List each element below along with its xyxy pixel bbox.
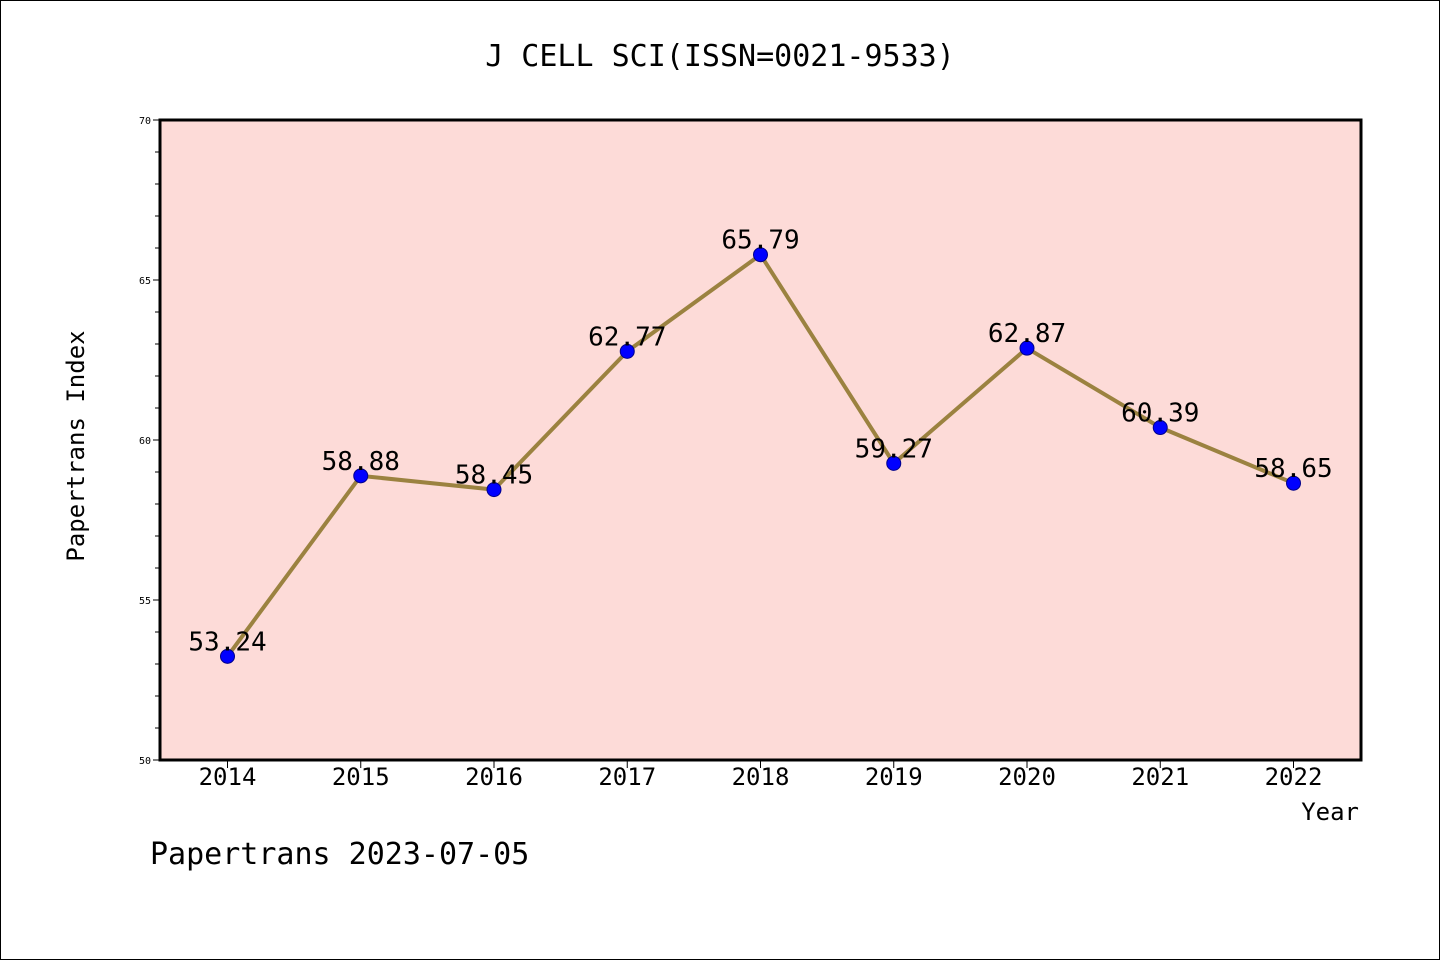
data-point <box>1019 340 1035 356</box>
data-label: 53.24 <box>188 627 266 657</box>
y-tick-label: 50 <box>139 756 151 767</box>
data-point <box>619 343 635 359</box>
y-tick-label: 70 <box>139 116 151 127</box>
data-label: 58.88 <box>322 447 400 477</box>
data-point <box>486 482 502 498</box>
data-label: 59.27 <box>855 434 933 464</box>
data-point <box>753 247 768 263</box>
x-tick-label: 2017 <box>598 763 656 791</box>
plot-area <box>158 118 1363 762</box>
x-tick-label: 2014 <box>199 763 257 791</box>
y-tick-label: 55 <box>139 596 151 607</box>
x-tick-label: 2016 <box>465 763 523 791</box>
x-tick-label: 2021 <box>1131 763 1189 791</box>
x-tick-label: 2015 <box>332 763 390 791</box>
y-tick-label: 65 <box>139 276 151 287</box>
x-tick-label: 2022 <box>1265 763 1323 791</box>
chart-title: J CELL SCI(ISSN=0021-9533) <box>485 39 955 74</box>
data-label: 58.45 <box>455 461 533 491</box>
x-axis-ticks: 2014 2015 2016 2017 2018 2019 2020 2021 2022 <box>199 760 1323 791</box>
markers-group <box>220 247 1301 664</box>
data-label: 65.79 <box>721 226 799 256</box>
y-tick-label: 60 <box>139 436 151 447</box>
x-tick-label: 2020 <box>998 763 1056 791</box>
data-label: 58.65 <box>1254 454 1332 484</box>
data-point <box>886 455 902 471</box>
data-label: 60.39 <box>1121 399 1199 429</box>
data-point <box>220 648 235 664</box>
x-tick-label: 2018 <box>732 763 790 791</box>
footer-text: Papertrans 2023-07-05 <box>150 837 529 872</box>
data-label: 62.77 <box>588 322 666 352</box>
data-point <box>1286 475 1301 491</box>
data-point <box>1152 420 1168 436</box>
data-label: 62.87 <box>988 319 1066 349</box>
y-axis-ticks: 50 55 60 65 70 <box>139 116 160 767</box>
data-point <box>353 468 369 484</box>
y-axis-label: Papertrans Index <box>62 330 90 561</box>
data-labels-group: 53.24 58.88 58.45 62.77 65.79 59.27 62.87 60.39… <box>188 226 1332 658</box>
x-axis-label: Year <box>1301 798 1359 826</box>
x-tick-label: 2019 <box>865 763 923 791</box>
